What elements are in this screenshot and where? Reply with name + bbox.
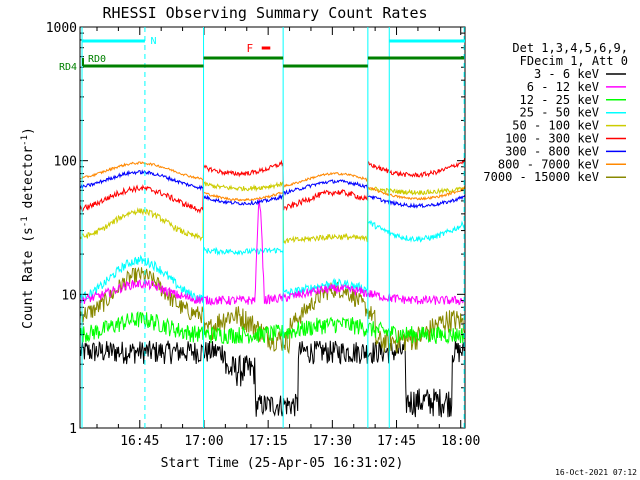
legend-entry-label: 3 - 6 keV (534, 67, 599, 81)
y-tick-label: 1 (69, 422, 77, 437)
x-axis-ticks: 16:45 17:00 17:15 17:30 17:45 18:00 (96, 27, 480, 449)
flare-label: F (247, 42, 254, 55)
legend-entry-label: 800 - 7000 keV (498, 157, 599, 171)
y-axis-label-sup2: -1 (20, 135, 30, 146)
series-line (80, 169, 465, 209)
y-axis-label-mid: detector (21, 146, 36, 217)
date-stamp: 16-Oct-2021 07:12 (555, 468, 637, 477)
series-line (80, 311, 465, 345)
status-flags: N F RD0 RD4 (59, 27, 465, 428)
x-axis-label: Start Time (25-Apr-05 16:31:02) (161, 456, 404, 471)
legend-entry-label: 50 - 100 keV (512, 119, 599, 133)
y-axis-label-end: ) (21, 127, 36, 135)
y-axis-ticks: 1 10 100 1000 (46, 21, 465, 437)
legend: Det 1,3,4,5,6,9, FDecim 1, Att 0 3 - 6 k… (483, 41, 628, 184)
x-tick-label: 16:45 (120, 434, 159, 449)
series-line (80, 198, 465, 306)
x-tick-label: 17:00 (184, 434, 223, 449)
legend-entry-label: 25 - 50 keV (520, 106, 599, 120)
chart-title: RHESSI Observing Summary Count Rates (102, 4, 427, 22)
x-tick-label: 17:30 (313, 434, 352, 449)
y-tick-label: 1000 (46, 21, 77, 36)
legend-entry-label: 100 - 300 keV (505, 132, 599, 146)
night-label: N (150, 36, 156, 47)
x-tick-label: 17:45 (377, 434, 416, 449)
series-line (80, 219, 465, 304)
series-line (80, 157, 465, 214)
series-line (80, 339, 465, 418)
y-tick-label: 10 (61, 288, 77, 303)
legend-entry-label: 6 - 12 keV (527, 80, 599, 94)
legend-entry-label: 300 - 800 keV (505, 144, 599, 158)
series-line (80, 266, 465, 355)
legend-entry-label: 7000 - 15000 keV (483, 170, 599, 184)
y-tick-label: 100 (54, 155, 77, 170)
y-axis-label-main: Count Rate (s (21, 227, 36, 329)
legend-entry-label: 12 - 25 keV (520, 93, 599, 107)
legend-header-line1: Det 1,3,4,5,6,9, (512, 41, 628, 55)
y-axis-label-sup1: -1 (20, 216, 30, 227)
x-tick-label: 18:00 (441, 434, 480, 449)
rd0-label: RD0 (88, 54, 106, 65)
series-line (80, 181, 465, 245)
series-line (80, 161, 465, 202)
x-tick-label: 17:15 (249, 434, 288, 449)
legend-header-line2: FDecim 1, Att 0 (520, 54, 628, 68)
plot-frame (79, 26, 466, 429)
y-axis-label: Count Rate (s-1 detector-1) (20, 127, 36, 329)
rd4-label: RD4 (59, 62, 77, 73)
